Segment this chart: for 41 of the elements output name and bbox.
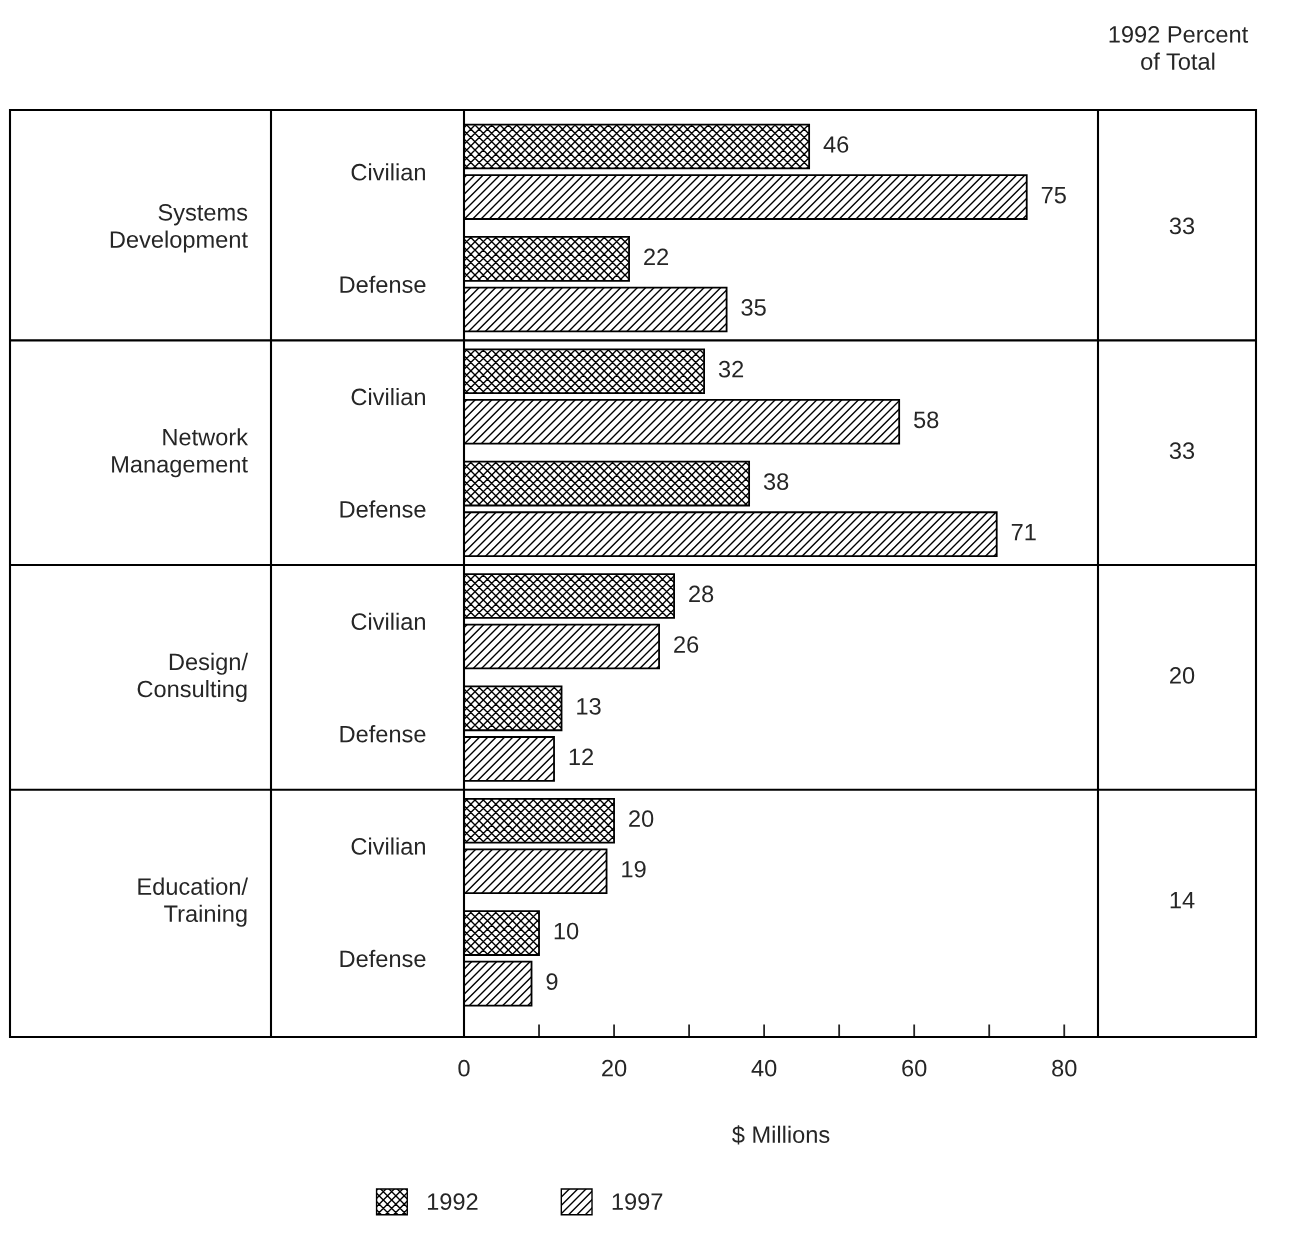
text: Systems Development [110, 204, 248, 253]
data-label: 12 [569, 748, 593, 766]
y-tick-label: Defense [340, 949, 426, 968]
x-tick-label: 0 [458, 1059, 470, 1077]
x-tick-label: 20 [602, 1059, 627, 1077]
y-tick-label: Defense [340, 500, 426, 518]
y-tick-label: Civilian [351, 837, 425, 855]
data-label: 58 [914, 411, 939, 429]
data-label: 26 [674, 636, 699, 653]
text: Network Management [112, 428, 249, 478]
data-label: 38 [763, 473, 789, 490]
data-label: 75 [1041, 186, 1066, 204]
data-label: 13 [577, 697, 601, 715]
text: 20 [1170, 667, 1195, 684]
text: 14 [1170, 892, 1195, 909]
text: Education/ Training [138, 877, 249, 927]
text: 33 [1169, 442, 1195, 460]
data-label: 20 [629, 810, 654, 828]
x-tick-label: 40 [751, 1059, 777, 1077]
x-axis-title: $ Millions [732, 1125, 830, 1145]
legend-label: 1997 [612, 1193, 663, 1211]
data-label: 35 [741, 299, 766, 316]
legend-label: 1992 [427, 1193, 478, 1211]
data-label: 10 [554, 922, 579, 940]
data-label: 28 [689, 585, 714, 603]
data-label: 71 [1011, 524, 1036, 541]
data-label: 9 [546, 973, 558, 990]
data-label: 19 [622, 860, 646, 878]
data-label: 46 [823, 136, 849, 153]
y-tick-label: Defense [340, 725, 426, 743]
y-tick-label: Civilian [351, 163, 425, 181]
text: 33 [1169, 217, 1195, 235]
data-label: 32 [718, 360, 744, 378]
y-tick-label: Defense [340, 275, 426, 293]
text: 1992 Percent of Total [1109, 26, 1249, 70]
x-tick-label: 60 [902, 1059, 927, 1077]
data-label: 22 [644, 248, 669, 265]
text: Design/ Consulting [137, 652, 248, 703]
y-tick-label: Civilian [351, 387, 425, 406]
x-tick-label: 80 [1052, 1059, 1077, 1077]
y-tick-label: Civilian [351, 612, 425, 631]
